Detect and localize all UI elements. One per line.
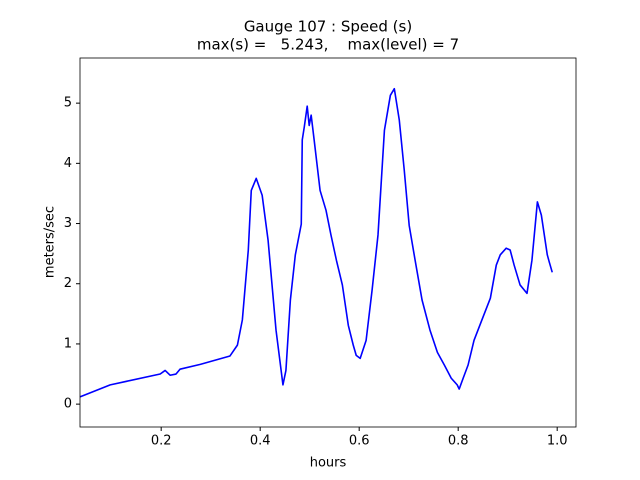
x-tick-label: 0.4: [250, 434, 271, 449]
y-tick-label: 1: [64, 336, 72, 351]
y-tick-label: 2: [64, 276, 72, 291]
plot-frame: [79, 57, 577, 428]
chart-title: Gauge 107 : Speed (s): [244, 18, 412, 36]
y-tick-label: 5: [64, 96, 72, 111]
y-tick-label: 0: [64, 397, 72, 412]
x-tick-label: 0.2: [151, 434, 172, 449]
x-axis-label: hours: [310, 456, 347, 471]
x-tick-label: 1.0: [547, 434, 568, 449]
x-tick-label: 0.8: [448, 434, 469, 449]
x-tick-label: 0.6: [349, 434, 370, 449]
y-axis-label: meters/sec: [43, 206, 58, 278]
y-tick-label: 4: [64, 156, 72, 171]
data-line: [79, 87, 554, 398]
y-tick-label: 3: [64, 216, 72, 231]
chart-subtitle: max(s) = 5.243, max(level) = 7: [197, 36, 459, 54]
